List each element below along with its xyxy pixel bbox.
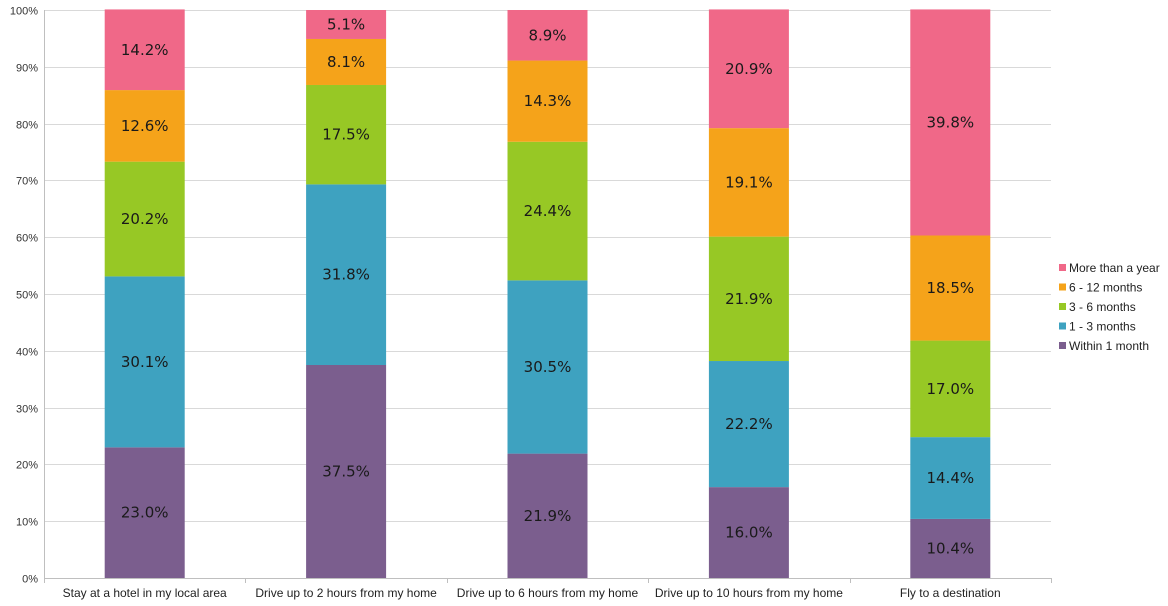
bar-1-3-months-1	[104, 276, 185, 448]
legend-swatch	[1059, 303, 1066, 310]
bar-more-than-a-year-1	[104, 9, 185, 91]
data-label: 10.4%	[926, 539, 974, 557]
x-tick-label: Drive up to 2 hours from my home	[255, 586, 437, 600]
x-tick-label: Stay at a hotel in my local area	[63, 586, 227, 600]
x-tick-label: Drive up to 6 hours from my home	[457, 586, 639, 600]
bar-3-6-months-5	[910, 340, 991, 438]
bar-1-3-months-5	[910, 437, 991, 519]
y-tick-label: 20%	[16, 460, 38, 472]
data-label: 18.5%	[926, 279, 974, 297]
data-label: 37.5%	[322, 463, 370, 481]
bars	[104, 9, 991, 578]
legend-swatch	[1059, 342, 1066, 349]
legend-label: 6 - 12 months	[1069, 281, 1142, 295]
data-label: 20.9%	[725, 60, 773, 78]
bar-within-1-month-1	[104, 447, 185, 578]
data-label: 24.4%	[524, 202, 572, 220]
data-label: 23.0%	[121, 504, 169, 522]
data-label: 8.1%	[327, 53, 365, 71]
data-label: 39.8%	[926, 113, 974, 131]
y-tick-label: 50%	[16, 290, 38, 302]
data-label: 17.0%	[926, 380, 974, 398]
legend-label: 3 - 6 months	[1069, 300, 1136, 314]
data-label: 31.8%	[322, 266, 370, 284]
legend-label: More than a year	[1069, 261, 1160, 275]
data-label: 16.0%	[725, 524, 773, 542]
x-tick-label: Fly to a destination	[900, 586, 1001, 600]
legend-swatch	[1059, 264, 1066, 271]
bar-within-1-month-2	[306, 365, 387, 578]
data-label: 21.9%	[725, 290, 773, 308]
data-label: 30.5%	[524, 358, 572, 376]
data-label: 22.2%	[725, 415, 773, 433]
bar-within-1-month-3	[507, 453, 588, 578]
data-label: 12.6%	[121, 117, 169, 135]
data-label: 30.1%	[121, 353, 169, 371]
legend-label: 1 - 3 months	[1069, 320, 1136, 334]
bar-6-12-months-3	[507, 60, 588, 142]
bar-1-3-months-2	[306, 184, 387, 365]
bar-6-12-months-4	[708, 128, 789, 237]
y-tick-label: 60%	[16, 233, 38, 245]
x-tick-label: Drive up to 10 hours from my home	[655, 586, 843, 600]
bar-more-than-a-year-5	[910, 9, 991, 236]
data-label: 14.4%	[926, 469, 974, 487]
legend-item-more-than-a-year: More than a year	[1059, 261, 1160, 275]
bar-6-12-months-2	[306, 38, 387, 85]
legend: More than a year 6 - 12 months 3 - 6 month…	[1059, 261, 1160, 353]
axes: 0% 10% 20% 30% 40% 50% 60% 70% 80% 90% 100% Stay at…	[10, 6, 1052, 600]
bar-within-1-month-4	[708, 487, 789, 578]
legend-item-6-12-months: 6 - 12 months	[1059, 281, 1142, 295]
data-label: 5.1%	[327, 15, 365, 33]
y-tick-label: 30%	[16, 404, 38, 416]
legend-item-1-3-months: 1 - 3 months	[1059, 320, 1136, 334]
data-label: 14.2%	[121, 41, 169, 59]
bar-more-than-a-year-2	[306, 10, 387, 39]
y-tick-label: 40%	[16, 347, 38, 359]
bar-more-than-a-year-4	[708, 9, 789, 129]
bar-1-3-months-4	[708, 361, 789, 488]
data-label: 19.1%	[725, 173, 773, 191]
y-tick-label: 90%	[16, 63, 38, 75]
legend-item-3-6-months: 3 - 6 months	[1059, 300, 1136, 314]
data-label: 8.9%	[528, 26, 566, 44]
y-tick-label: 100%	[10, 6, 38, 18]
legend-swatch	[1059, 322, 1066, 330]
bar-6-12-months-1	[104, 90, 185, 162]
bar-3-6-months-3	[507, 141, 588, 281]
bar-more-than-a-year-3	[507, 10, 588, 61]
bar-3-6-months-1	[104, 161, 185, 277]
bar-1-3-months-3	[507, 280, 588, 454]
y-tick-label: 80%	[16, 120, 38, 132]
data-label: 17.5%	[322, 126, 370, 144]
legend-label: Within 1 month	[1069, 339, 1149, 353]
y-tick-label: 10%	[16, 517, 38, 529]
bar-3-6-months-2	[306, 84, 387, 185]
bar-within-1-month-5	[910, 518, 991, 578]
y-tick-label: 0%	[22, 574, 38, 586]
legend-item-within-1-month: Within 1 month	[1059, 339, 1149, 353]
y-tick-label: 70%	[16, 176, 38, 188]
data-label: 20.2%	[121, 210, 169, 228]
bar-6-12-months-5	[910, 235, 991, 341]
legend-swatch	[1059, 283, 1066, 291]
data-label: 21.9%	[524, 507, 572, 525]
data-label: 14.3%	[524, 92, 572, 110]
data-labels: 23.0% 30.1% 20.2% 12.6% 14.2% 37.5% 31.8% 17.5%…	[121, 15, 974, 557]
bar-3-6-months-4	[708, 236, 789, 362]
